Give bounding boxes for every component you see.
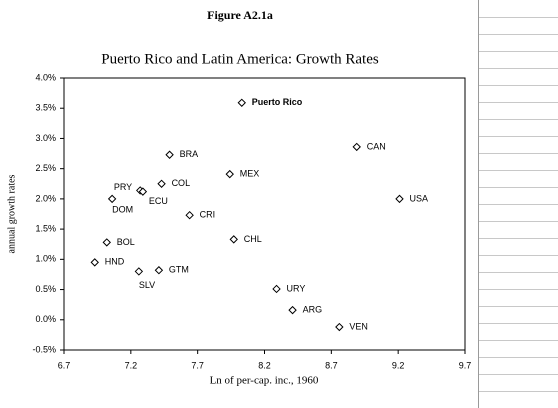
y-tick-label: 1.0% bbox=[35, 254, 56, 264]
y-tick-label: 0.0% bbox=[35, 314, 56, 324]
point-label: Puerto Rico bbox=[252, 97, 303, 107]
point-label: COL bbox=[172, 178, 191, 188]
x-tick-label: 6.7 bbox=[58, 360, 71, 370]
point-label: GTM bbox=[169, 265, 189, 275]
point-label: BOL bbox=[117, 237, 135, 247]
x-tick-label: 9.2 bbox=[392, 360, 405, 370]
point-label: BRA bbox=[180, 149, 199, 159]
data-point bbox=[272, 284, 281, 294]
point-label: USA bbox=[410, 193, 429, 203]
point-label: URY bbox=[287, 283, 306, 293]
point-label: VEN bbox=[349, 321, 368, 331]
data-point bbox=[185, 211, 194, 220]
y-tick-label: 3.0% bbox=[35, 133, 56, 143]
x-tick-label: 7.7 bbox=[191, 360, 204, 370]
point-label: ECU bbox=[149, 196, 168, 206]
data-point bbox=[134, 267, 144, 276]
data-point bbox=[107, 194, 117, 204]
point-label: PRY bbox=[114, 182, 132, 192]
point-label: CHL bbox=[244, 234, 262, 244]
y-tick-label: -0.5% bbox=[32, 344, 56, 354]
y-tick-label: 4.0% bbox=[35, 72, 56, 82]
data-point bbox=[157, 179, 166, 188]
data-point bbox=[138, 187, 148, 196]
data-point bbox=[154, 266, 164, 275]
point-label: HND bbox=[105, 257, 125, 267]
y-tick-label: 2.5% bbox=[35, 163, 56, 173]
data-point bbox=[352, 142, 361, 152]
data-point bbox=[90, 258, 99, 267]
point-label: CRI bbox=[200, 210, 216, 220]
data-point bbox=[165, 150, 174, 159]
point-label: CAN bbox=[367, 141, 386, 151]
data-point bbox=[237, 98, 246, 107]
point-label: DOM bbox=[112, 204, 133, 214]
x-axis-label: Ln of per-cap. inc., 1960 bbox=[210, 375, 319, 387]
x-tick-label: 8.2 bbox=[258, 360, 271, 370]
x-tick-label: 8.7 bbox=[325, 360, 338, 370]
chart-title: Puerto Rico and Latin America: Growth Ra… bbox=[101, 51, 379, 67]
data-point bbox=[335, 322, 344, 332]
y-tick-label: 1.5% bbox=[35, 223, 56, 233]
y-tick-label: 2.0% bbox=[35, 193, 56, 203]
point-label: MEX bbox=[240, 168, 260, 178]
y-axis-label: annual growth rates bbox=[6, 174, 17, 253]
point-label: SLV bbox=[139, 280, 155, 290]
data-point bbox=[102, 238, 111, 247]
x-tick-label: 9.7 bbox=[459, 360, 472, 370]
data-point bbox=[395, 194, 404, 204]
x-tick-label: 7.2 bbox=[125, 360, 138, 370]
data-point bbox=[288, 305, 297, 315]
figure-label: Figure A2.1a bbox=[207, 8, 273, 22]
y-tick-label: 0.5% bbox=[35, 284, 56, 294]
data-point bbox=[229, 235, 238, 244]
y-tick-label: 3.5% bbox=[35, 103, 56, 113]
point-label: ARG bbox=[303, 304, 323, 314]
data-point bbox=[225, 169, 234, 179]
